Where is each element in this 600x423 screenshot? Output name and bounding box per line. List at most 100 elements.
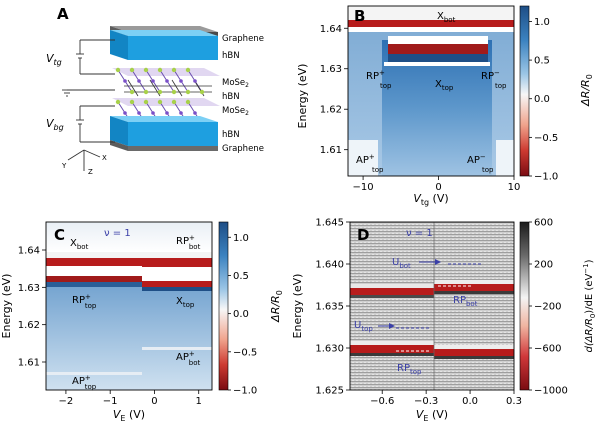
label-aptop-plus: AP+ top <box>72 374 97 391</box>
label-aptop-plus-sub: top <box>372 166 384 174</box>
vbg-label: Vbg <box>46 117 64 132</box>
panel-c-letter: C <box>54 226 65 244</box>
rpbot-band <box>142 258 212 267</box>
label-rptop-minus-sub: top <box>495 82 507 90</box>
y-tick-label: 1.635 <box>315 302 344 313</box>
panel-b-letter: B <box>354 7 365 25</box>
axis-x-label: X <box>102 154 107 162</box>
label-rptop: RPtop <box>397 363 422 376</box>
colorbar-tick-label: 0.5 <box>534 56 550 67</box>
label-rptop-plus: RP+ <box>366 69 385 82</box>
xtop-band <box>142 281 212 287</box>
colorbar-tick-label: −1000 <box>534 386 568 397</box>
axis-y-label: Y <box>61 162 67 170</box>
label-aptop-minus: AP− <box>467 153 486 166</box>
y-tick-label: 1.630 <box>315 344 344 355</box>
vtg-label: Vtg <box>46 52 62 67</box>
x-tick-label: 1 <box>196 396 202 407</box>
y-tick-label: 1.645 <box>315 218 344 229</box>
x-tick-label: −2 <box>59 396 74 407</box>
layer-label-hbn-middle: hBN <box>222 92 240 102</box>
panel-d-colorbar-label: d(ΔR/R0)/dE (eV−1) <box>582 259 597 352</box>
xyz-axes <box>67 149 101 171</box>
panel-c-colorbar-label: ΔR/R0 <box>269 290 284 323</box>
label-aptop-plus: AP+ <box>356 153 375 166</box>
x-tick-label: 0.0 <box>462 396 478 407</box>
hbn-top-layer <box>110 30 218 36</box>
panel-d-colorbar <box>519 221 530 391</box>
panel-c: C ν = 1 Xbot RP+ bot RP+ top Xtop AP+ bot A… <box>0 221 284 423</box>
graphene-bottom-layer <box>110 140 128 151</box>
panel-c-xlabel: VE (V) <box>113 408 145 423</box>
colorbar-tick-label: −200 <box>534 302 561 313</box>
label-ubot: Ubot <box>392 257 411 270</box>
y-tick-label: 1.63 <box>18 283 40 294</box>
panel-b-ylabel: Energy (eV) <box>296 64 309 129</box>
colorbar-tick-label: −0.5 <box>534 133 558 144</box>
colorbar-tick-label: 0.5 <box>233 271 249 282</box>
panel-c-nu-label: ν = 1 <box>104 228 131 239</box>
layer-label-hbn-bottom: hBN <box>222 130 240 140</box>
x-tick-label: 0 <box>151 396 157 407</box>
colorbar-tick-label: 600 <box>534 218 553 229</box>
colorbar-tick-label: −1.0 <box>534 172 558 183</box>
panel-b-colorbar-ticks: −1.0 −0.5 0.0 0.5 1.0 <box>529 17 558 183</box>
panel-c-ylabel: Energy (eV) <box>0 274 13 339</box>
panel-d-dash-markers <box>396 285 472 352</box>
rpbot-band <box>434 284 514 291</box>
panel-d: D ν = 1 Ubot RPbot Utop RPtop −0.6 −0.3 0.… <box>291 218 597 423</box>
layer-label-graphene-top: Graphene <box>222 34 264 44</box>
colorbar-tick-label: −600 <box>534 344 561 355</box>
y-tick-label: 1.62 <box>320 105 342 116</box>
colorbar-tick-label: 0.0 <box>233 309 249 320</box>
label-rpbot: RPbot <box>453 295 478 308</box>
label-rptop-plus: RP+ top <box>72 293 97 310</box>
y-tick-label: 1.64 <box>18 246 40 257</box>
lattice-stack <box>112 67 220 127</box>
label-aptop-minus-sub: top <box>482 166 494 174</box>
arrow-icon <box>378 323 395 329</box>
gate-circuit <box>62 39 115 143</box>
x-tick-label: −10 <box>353 182 374 193</box>
panel-a-letter: A <box>57 5 69 23</box>
y-tick-label: 1.62 <box>18 320 40 331</box>
panel-d-ylabel: Energy (eV) <box>291 274 304 339</box>
colorbar-tick-label: −1.0 <box>233 386 257 397</box>
panel-c-colorbar-ticks: −1.0 −0.5 0.0 0.5 1.0 <box>228 233 257 397</box>
layer-label-graphene-bottom: Graphene <box>222 144 264 154</box>
x-tick-label: −0.3 <box>414 396 438 407</box>
x-tick-label: 0 <box>435 182 441 193</box>
y-tick-label: 1.63 <box>320 64 342 75</box>
panel-b-axes: −10 0 10 1.61 1.62 1.63 1.64 <box>320 24 521 193</box>
xbot-band <box>348 20 514 27</box>
panel-d-axes: −0.6 −0.3 0.0 0.3 1.625 1.630 1.635 1.640 1.645 <box>315 218 522 408</box>
x-tick-label: 0.3 <box>506 396 522 407</box>
panel-b-colorbar <box>519 5 530 177</box>
layer-label-mose2-bottom: MoSe2 <box>222 106 249 117</box>
label-xbot: Xbot <box>437 11 456 24</box>
colorbar-tick-label: 1.0 <box>233 233 249 244</box>
panel-c-colorbar <box>218 221 229 391</box>
panel-b: B Xbot RP+ top Xtop RP− top AP+ top AP− … <box>296 5 594 207</box>
label-xtop: Xtop <box>176 296 195 309</box>
y-tick-label: 1.61 <box>18 358 40 369</box>
panel-d-colorbar-ticks: −1000 −600 −200 200 600 <box>529 218 568 397</box>
layer-label-mose2-top: MoSe2 <box>222 78 249 89</box>
colorbar-tick-label: 200 <box>534 260 553 271</box>
label-xtop: Xtop <box>435 79 454 92</box>
colorbar-tick-label: 1.0 <box>534 17 550 28</box>
panel-d-xlabel: VE (V) <box>416 408 448 423</box>
label-apbot-plus: AP+ bot <box>176 350 200 367</box>
panel-c-axes: −2 −1 0 1 1.61 1.62 1.63 1.64 <box>18 246 202 408</box>
panel-d-letter: D <box>357 226 369 244</box>
x-tick-label: 10 <box>508 182 521 193</box>
x-tick-label: −1 <box>103 396 118 407</box>
panel-d-heatmap-bg <box>350 222 514 390</box>
panel-b-xlabel: Vtg (V) <box>413 192 448 207</box>
y-tick-label: 1.61 <box>320 145 342 156</box>
label-xbot: Xbot <box>70 238 89 251</box>
label-rpbot-plus: RP+ bot <box>176 234 201 251</box>
panel-d-nu-label: ν = 1 <box>406 228 433 239</box>
y-tick-label: 1.64 <box>320 24 342 35</box>
panel-a: A <box>46 5 264 176</box>
